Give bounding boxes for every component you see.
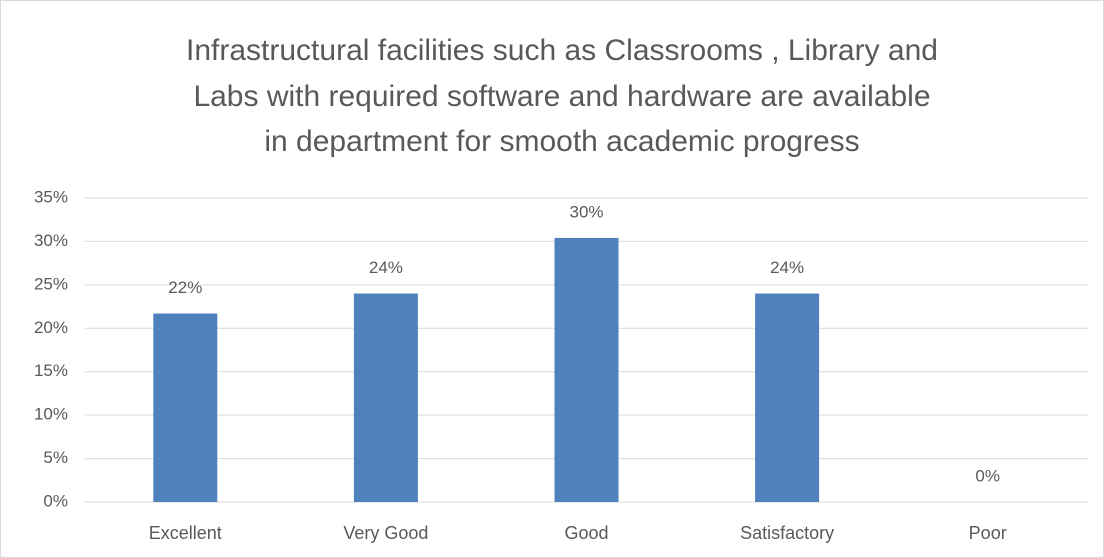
data-label: 24% — [369, 258, 403, 277]
y-tick-label: 15% — [34, 361, 68, 380]
x-tick-label: Satisfactory — [740, 523, 834, 543]
y-tick-label: 20% — [34, 318, 68, 337]
bar — [755, 293, 820, 502]
x-tick-label: Good — [564, 523, 608, 543]
data-label: 24% — [770, 258, 804, 277]
y-tick-label: 30% — [34, 231, 68, 250]
y-tick-label: 10% — [34, 405, 68, 424]
y-tick-label: 0% — [43, 491, 68, 510]
x-tick-label: Poor — [969, 523, 1007, 543]
chart-title: Labs with required software and hardware… — [193, 80, 930, 113]
chart-title: in department for smooth academic progre… — [264, 125, 859, 158]
data-label: 22% — [168, 278, 202, 297]
chart-title: Infrastructural facilities such as Class… — [186, 34, 938, 67]
y-tick-label: 35% — [34, 187, 68, 206]
bar — [153, 313, 218, 502]
y-tick-label: 5% — [43, 448, 68, 467]
x-tick-label: Excellent — [149, 523, 222, 543]
bar — [353, 293, 418, 502]
y-tick-label: 25% — [34, 274, 68, 293]
data-label: 30% — [569, 202, 603, 221]
bar — [554, 237, 619, 502]
data-label: 0% — [975, 466, 1000, 485]
x-tick-label: Very Good — [343, 523, 428, 543]
